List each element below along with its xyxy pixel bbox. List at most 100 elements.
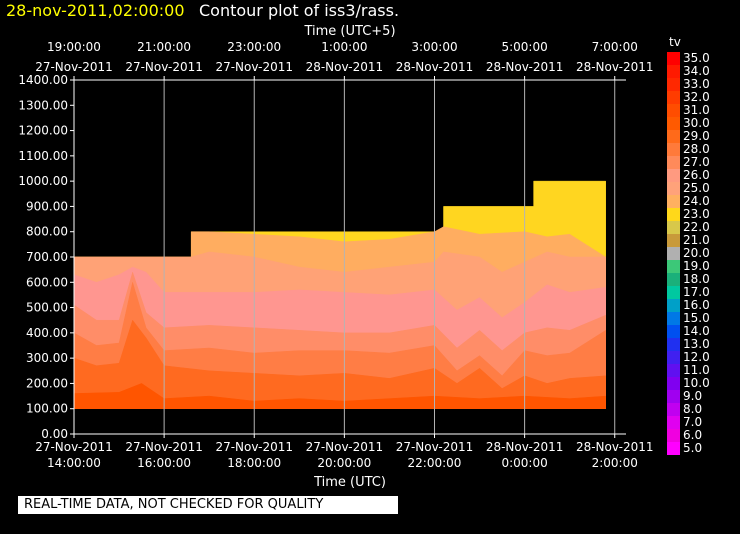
legend-swatch [667, 364, 680, 377]
axes: 0.00 100.00 200.00 300.00 400.00 500.00 600.00… [18, 24, 653, 490]
y-tick-label: 200.00 [26, 376, 68, 390]
legend-label: 15.0 [683, 311, 710, 325]
legend-swatch [667, 52, 680, 65]
y-tick-label: 300.00 [26, 351, 68, 365]
legend-swatch [667, 91, 680, 104]
legend-swatch [667, 208, 680, 221]
legend-label: 23.0 [683, 207, 710, 221]
y-tick-label: 600.00 [26, 275, 68, 289]
x-tick-label-bottom-time: 16:00:00 [137, 456, 191, 470]
contour-band-1 [73, 383, 606, 409]
x-tick-label-top-time: 19:00:00 [47, 40, 101, 54]
y-tick-label: 1000.00 [18, 174, 68, 188]
legend-swatch [667, 221, 680, 234]
x-tick-label-top-date: 28-Nov-2011 [396, 60, 474, 74]
disclaimer-banner: REAL-TIME DATA, NOT CHECKED FOR QUALITY [18, 496, 398, 514]
x-tick-label-top-time: 21:00:00 [137, 40, 191, 54]
legend-swatch [667, 312, 680, 325]
legend-label: 11.0 [683, 363, 710, 377]
legend-swatch [667, 273, 680, 286]
legend-swatch [667, 130, 680, 143]
x-axis-bottom-title: Time (UTC) [313, 475, 386, 490]
legend-label: 26.0 [683, 168, 710, 182]
legend-swatch [667, 416, 680, 429]
legend-title: tv [669, 35, 681, 49]
y-tick-label: 1100.00 [18, 149, 68, 163]
x-tick-label-top-time: 23:00:00 [227, 40, 281, 54]
legend-swatch [667, 286, 680, 299]
legend-swatch [667, 403, 680, 416]
legend-swatch [667, 169, 680, 182]
legend-label: 8.0 [683, 402, 702, 416]
legend-label: 5.0 [683, 441, 702, 455]
x-tick-label-bottom-time: 18:00:00 [227, 456, 281, 470]
legend-label: 14.0 [683, 324, 710, 338]
legend-label: 28.0 [683, 142, 710, 156]
legend-swatch [667, 325, 680, 338]
color-legend: tv35.034.033.032.031.030.029.028.027.026… [667, 35, 710, 455]
x-tick-label-bottom-time: 22:00:00 [408, 456, 462, 470]
legend-label: 17.0 [683, 285, 710, 299]
legend-swatch [667, 104, 680, 117]
y-tick-label: 1300.00 [18, 98, 68, 112]
y-tick-label: 500.00 [26, 301, 68, 315]
legend-label: 16.0 [683, 298, 710, 312]
legend-label: 21.0 [683, 233, 710, 247]
legend-label: 31.0 [683, 103, 710, 117]
x-tick-label-top-date: 27-Nov-2011 [215, 60, 293, 74]
legend-swatch [667, 65, 680, 78]
x-tick-label-top-date: 28-Nov-2011 [306, 60, 384, 74]
legend-swatch [667, 195, 680, 208]
y-tick-label: 0.00 [41, 427, 68, 441]
contour-bands [73, 180, 606, 409]
legend-label: 13.0 [683, 337, 710, 351]
y-tick-label: 400.00 [26, 326, 68, 340]
legend-swatch [667, 78, 680, 91]
legend-label: 32.0 [683, 90, 710, 104]
x-tick-label-top-time: 5:00:00 [501, 40, 547, 54]
x-tick-label-top-time: 7:00:00 [592, 40, 638, 54]
legend-label: 24.0 [683, 194, 710, 208]
x-tick-label-bottom-date: 27-Nov-2011 [306, 440, 384, 454]
x-tick-label-bottom-date: 28-Nov-2011 [576, 440, 654, 454]
x-axis-top-title: Time (UTC+5) [303, 24, 395, 39]
y-tick-label: 1200.00 [18, 124, 68, 138]
x-tick-label-top-date: 27-Nov-2011 [35, 60, 113, 74]
y-tick-label: 700.00 [26, 250, 68, 264]
legend-label: 27.0 [683, 155, 710, 169]
legend-label: 12.0 [683, 350, 710, 364]
legend-swatch [667, 338, 680, 351]
legend-swatch [667, 260, 680, 273]
x-tick-label-bottom-time: 14:00:00 [47, 456, 101, 470]
legend-swatch [667, 156, 680, 169]
x-tick-label-top-time: 1:00:00 [321, 40, 367, 54]
legend-label: 29.0 [683, 129, 710, 143]
x-tick-label-bottom-date: 27-Nov-2011 [35, 440, 113, 454]
x-tick-label-top-date: 27-Nov-2011 [125, 60, 203, 74]
x-tick-label-top-date: 28-Nov-2011 [576, 60, 654, 74]
x-tick-label-bottom-date: 28-Nov-2011 [486, 440, 564, 454]
chart-title: Contour plot of iss3/rass. [199, 1, 400, 20]
legend-label: 30.0 [683, 116, 710, 130]
legend-swatch [667, 117, 680, 130]
contour-band-2 [73, 319, 606, 409]
legend-label: 18.0 [683, 272, 710, 286]
legend-label: 20.0 [683, 246, 710, 260]
x-tick-label-bottom-time: 2:00:00 [592, 456, 638, 470]
date-label: 28-nov-2011,02:00:00 [6, 1, 185, 20]
legend-label: 10.0 [683, 376, 710, 390]
legend-label: 22.0 [683, 220, 710, 234]
legend-label: 9.0 [683, 389, 702, 403]
legend-swatch [667, 234, 680, 247]
legend-swatch [667, 299, 680, 312]
y-tick-label: 100.00 [26, 402, 68, 416]
y-tick-label: 1400.00 [18, 73, 68, 87]
legend-label: 6.0 [683, 428, 702, 442]
x-tick-label-bottom-date: 27-Nov-2011 [396, 440, 474, 454]
legend-swatch [667, 429, 680, 442]
legend-swatch [667, 442, 680, 455]
legend-swatch [667, 390, 680, 403]
legend-swatch [667, 377, 680, 390]
legend-label: 19.0 [683, 259, 710, 273]
x-tick-label-top-time: 3:00:00 [411, 40, 457, 54]
